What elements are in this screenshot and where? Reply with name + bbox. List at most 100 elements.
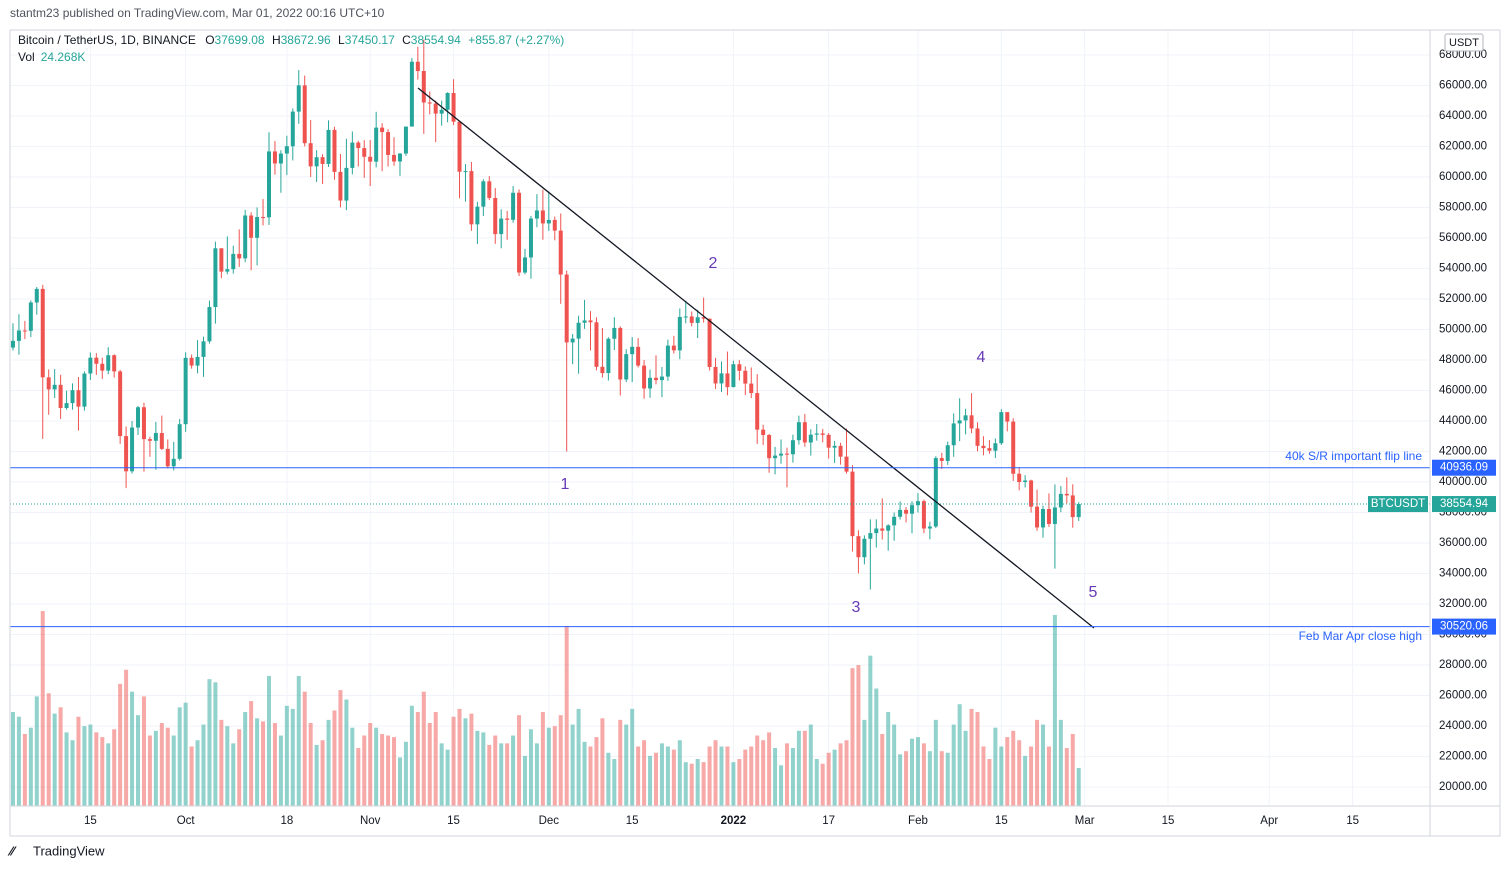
x-tick-label: 15: [1162, 815, 1175, 827]
candle-body: [945, 445, 950, 461]
y-tick-label: 66000.00: [1439, 79, 1487, 91]
volume-bar: [106, 743, 111, 806]
volume-bar: [939, 751, 944, 806]
candle-body: [1046, 508, 1051, 524]
y-tick-label: 58000.00: [1439, 201, 1487, 213]
volume-bar: [689, 763, 694, 806]
candle-body: [374, 127, 379, 162]
volume-bar: [796, 730, 801, 806]
volume-bar: [58, 707, 63, 806]
volume-bar: [237, 729, 242, 806]
candle-body: [677, 316, 682, 351]
volume-bar: [606, 752, 611, 806]
candle-body: [648, 377, 653, 389]
ohlc-letter: C: [402, 33, 411, 47]
candle-body: [713, 366, 718, 384]
volume-legend: Vol 24.268K: [18, 50, 85, 64]
currency[interactable]: USDT: [1449, 37, 1479, 49]
volume-bar: [892, 724, 897, 806]
candle-body: [1005, 412, 1010, 422]
volume-bar: [225, 726, 230, 806]
candle-body: [570, 338, 575, 343]
candle-body: [951, 423, 956, 446]
volume-bar: [499, 743, 504, 806]
x-tick-label: Dec: [539, 815, 560, 827]
candle-body: [58, 384, 63, 409]
x-tick-label: 2022: [721, 815, 747, 827]
volume-bar: [600, 718, 605, 806]
candle-body: [189, 357, 194, 366]
candle-body: [272, 151, 277, 164]
volume-bar: [719, 746, 724, 806]
candle-body: [451, 93, 456, 122]
currency-box[interactable]: [1444, 33, 1484, 52]
candle-body: [850, 471, 855, 537]
volume-bar: [850, 668, 855, 806]
x-tick-label: 15: [447, 815, 460, 827]
candle-body: [326, 129, 331, 164]
volume-bar: [1064, 748, 1069, 806]
candle-body: [826, 434, 831, 448]
volume-bar: [76, 716, 81, 806]
candle-body: [118, 371, 123, 437]
volume-pane: [10, 611, 1081, 806]
wave-label: 5: [1089, 584, 1098, 601]
candle-body: [16, 330, 21, 341]
volume-bar: [856, 665, 861, 806]
volume-name: Vol: [18, 50, 35, 64]
volume-bar: [475, 730, 480, 806]
volume-bar: [511, 735, 516, 806]
candle-body: [40, 288, 45, 378]
volume-bar: [505, 743, 510, 806]
candle-body: [433, 103, 438, 114]
candle-body: [368, 156, 373, 162]
volume-bar: [439, 743, 444, 806]
volume-value: 24.268K: [41, 50, 86, 64]
volume-bar: [386, 735, 391, 806]
volume-bar: [314, 744, 319, 806]
candle-body: [338, 171, 343, 201]
volume-bar: [308, 723, 313, 806]
candle-body: [844, 456, 849, 472]
candle-body: [892, 516, 897, 526]
candle-body: [642, 365, 647, 389]
volume-bar: [219, 719, 224, 806]
volume-bar: [868, 655, 873, 806]
volume-bar: [392, 737, 397, 806]
candle-body: [332, 129, 337, 172]
candle-body: [397, 153, 402, 162]
candle-body: [874, 528, 879, 534]
volume-bar: [213, 682, 218, 806]
candle-body: [493, 197, 498, 235]
volume-bar: [546, 727, 551, 806]
candle-body: [141, 407, 146, 440]
candle-body: [415, 61, 420, 72]
candle-body: [939, 458, 944, 461]
candle-body: [308, 143, 313, 167]
volume-bar: [22, 733, 27, 806]
volume-bar: [445, 749, 450, 806]
volume-bar: [189, 746, 194, 806]
volume-bar: [648, 755, 653, 806]
candle-body: [278, 153, 283, 164]
symbol-tag: [1368, 496, 1428, 513]
candle-body: [70, 390, 75, 404]
candle-body: [564, 274, 569, 343]
volume-bar: [862, 719, 867, 806]
candle-body: [195, 356, 200, 366]
volume-bar: [356, 748, 361, 806]
volume-bar: [207, 679, 212, 806]
candle-body: [302, 85, 307, 144]
candle-body: [576, 322, 581, 339]
volume-bar: [582, 741, 587, 806]
volume-bar: [118, 683, 123, 806]
candle-body: [933, 458, 938, 527]
candle-body: [243, 215, 248, 259]
volume-bar: [481, 732, 486, 806]
candle-body: [862, 538, 867, 558]
volume-bar: [802, 730, 807, 806]
candle-body: [76, 390, 81, 407]
candle-body: [392, 154, 397, 162]
change: +855.87 (+2.27%): [468, 33, 564, 47]
candle-body: [445, 93, 450, 110]
